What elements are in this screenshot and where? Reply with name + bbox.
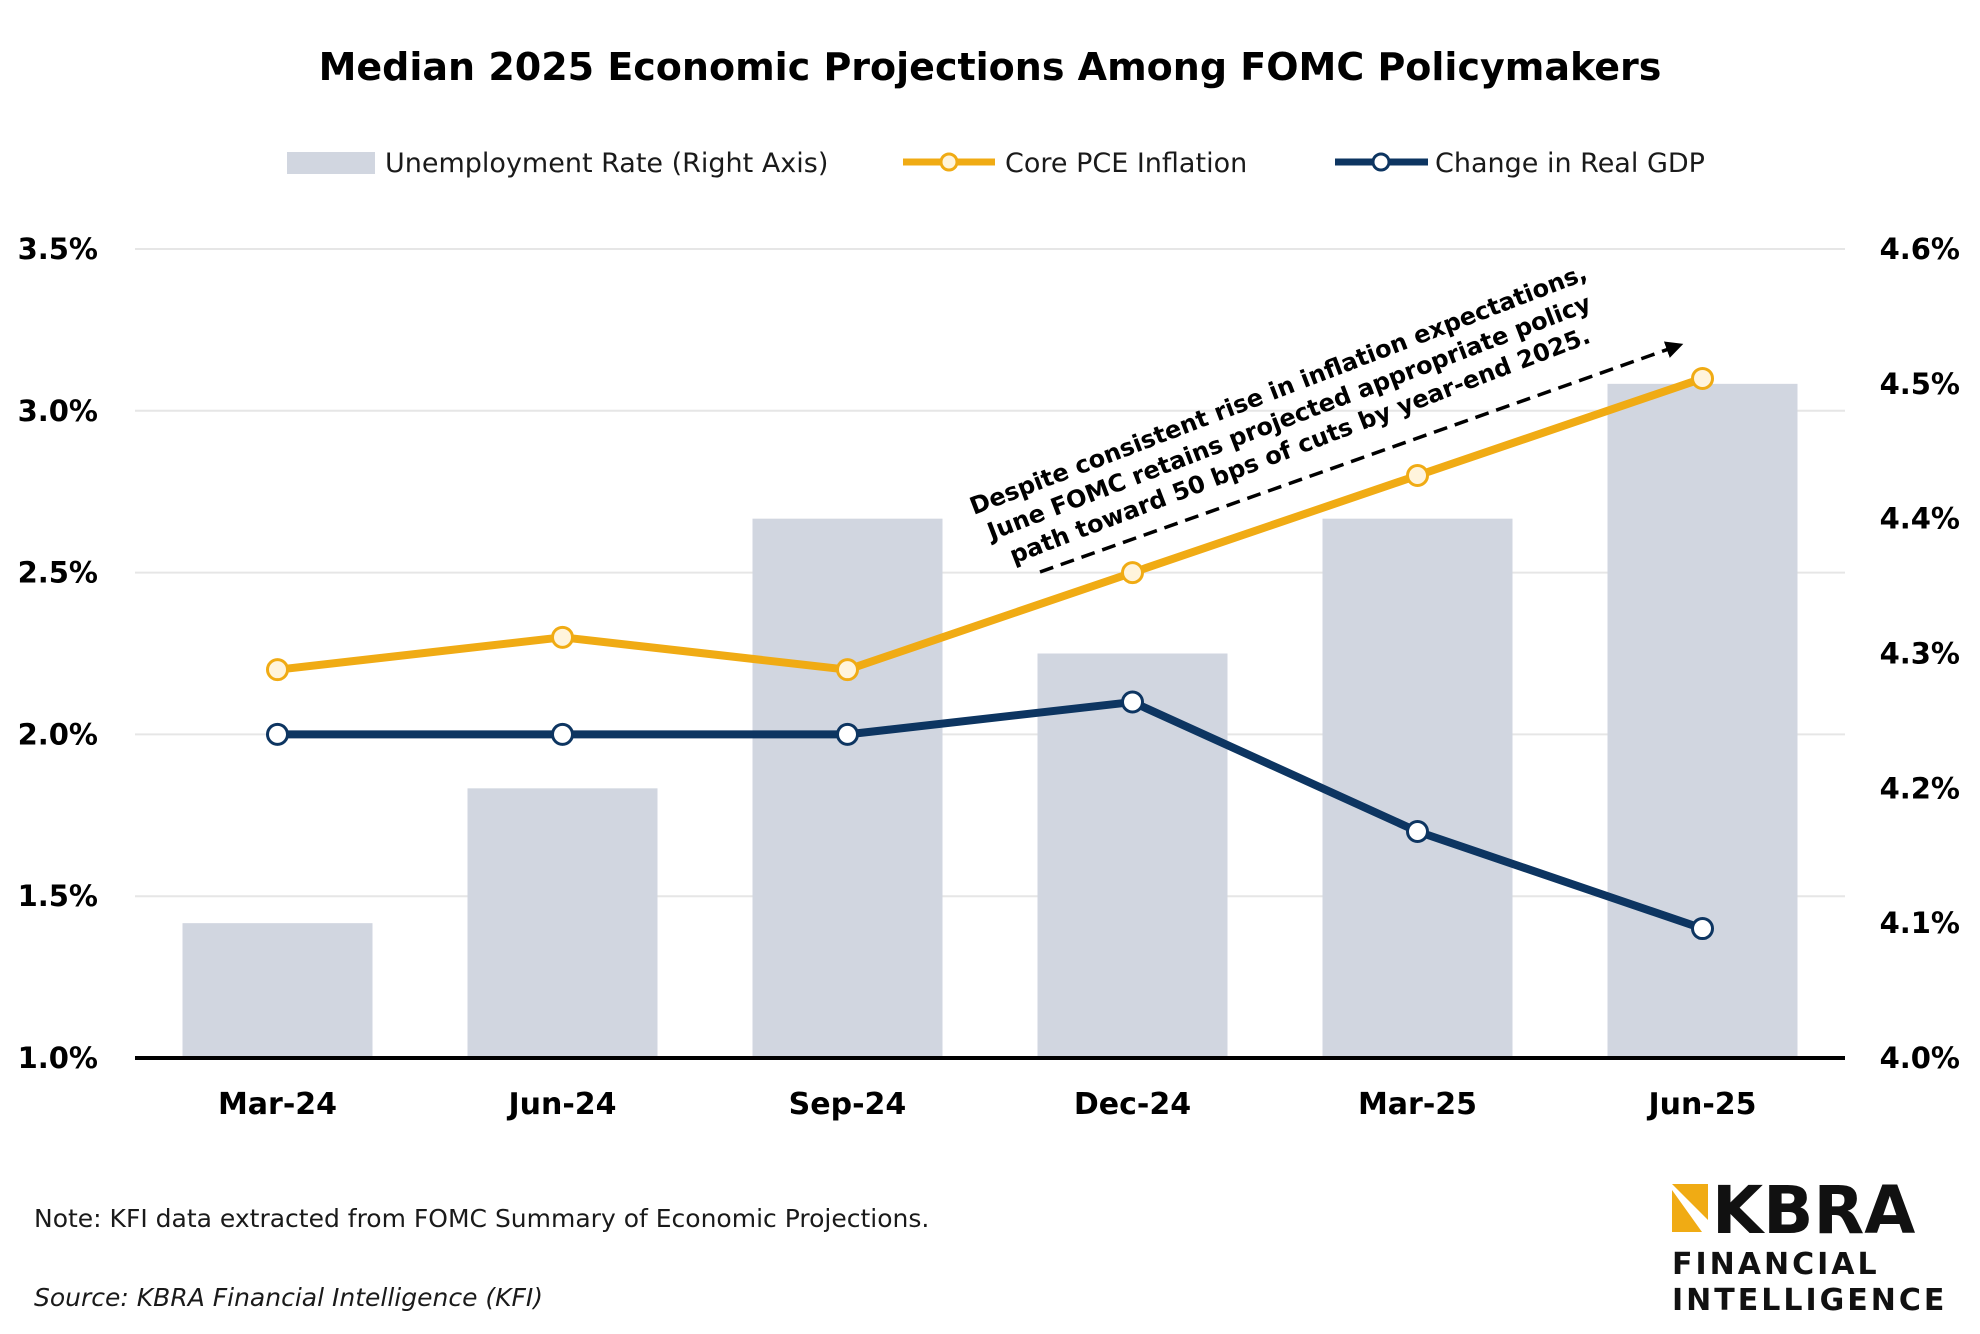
annotation: Despite consistent rise in inflation exp… <box>966 258 1596 569</box>
right-tick-label: 4.0% <box>1880 1041 1960 1075</box>
point-core-pce-Mar-25 <box>1406 464 1429 488</box>
line-series <box>266 366 1714 941</box>
left-tick-label: 3.5% <box>18 232 98 266</box>
right-tick-label: 4.1% <box>1880 906 1960 940</box>
logo-accent-top <box>1672 1184 1708 1220</box>
line-core-pce <box>273 374 1707 674</box>
logo-accent-bottom <box>1672 1190 1702 1232</box>
right-tick-label: 4.5% <box>1880 367 1960 401</box>
point-real-gdp-Mar-24 <box>266 722 289 746</box>
bar-unemployment-Mar-25 <box>1322 518 1513 1058</box>
legend-label-core-pce: Core PCE Inflation <box>1005 148 1247 179</box>
bar-unemployment-Mar-24 <box>182 923 373 1058</box>
right-tick-label: 4.3% <box>1880 637 1960 671</box>
kbra-logo: KBRA FINANCIAL INTELLIGENCE <box>1672 1172 1947 1318</box>
point-core-pce-Sep-24 <box>836 658 859 682</box>
x-tick-label: Jun-25 <box>1646 1087 1756 1122</box>
annotation-line-2: June FOMC retains projected appropriate … <box>982 289 1596 547</box>
point-real-gdp-Dec-24 <box>1121 690 1144 714</box>
x-tick-label: Sep-24 <box>789 1087 907 1122</box>
right-tick-label: 4.6% <box>1880 232 1960 266</box>
point-core-pce-Dec-24 <box>1121 561 1144 585</box>
line-real-gdp <box>273 698 1707 933</box>
legend-marker-core-pce <box>939 152 959 172</box>
point-real-gdp-Jun-24 <box>551 722 574 746</box>
footer-source: Source: KBRA Financial Intelligence (KFI… <box>34 1283 543 1312</box>
left-axis-ticks: 1.0% 1.5% 2.0% 2.5% 3.0% 3.5% <box>18 232 98 1075</box>
legend-label-unemployment: Unemployment Rate (Right Axis) <box>385 148 828 179</box>
bar-unemployment-Sep-24 <box>752 518 943 1058</box>
left-tick-label: 1.0% <box>18 1041 98 1075</box>
left-tick-label: 3.0% <box>18 394 98 428</box>
point-real-gdp-Sep-24 <box>836 722 859 746</box>
left-tick-label: 2.0% <box>18 717 98 751</box>
annotation-line-1: Despite consistent rise in inflation exp… <box>966 258 1591 520</box>
chart-title: Median 2025 Economic Projections Among F… <box>319 45 1662 89</box>
point-core-pce-Jun-25 <box>1691 366 1714 390</box>
point-core-pce-Jun-24 <box>551 625 574 649</box>
x-tick-label: Jun-24 <box>506 1087 616 1122</box>
right-tick-label: 4.4% <box>1880 502 1960 536</box>
left-tick-label: 1.5% <box>18 879 98 913</box>
x-tick-label: Mar-24 <box>218 1087 337 1122</box>
logo-line-financial: FINANCIAL <box>1672 1247 1880 1282</box>
left-tick-label: 2.5% <box>18 556 98 590</box>
point-real-gdp-Mar-25 <box>1406 819 1429 843</box>
legend: Unemployment Rate (Right Axis) Core PCE … <box>287 148 1705 179</box>
right-tick-label: 4.2% <box>1880 771 1960 805</box>
logo-wordmark: KBRA <box>1712 1172 1915 1249</box>
x-tick-label: Mar-25 <box>1358 1087 1477 1122</box>
footer-note: Note: KFI data extracted from FOMC Summa… <box>34 1204 929 1233</box>
logo-line-intelligence: INTELLIGENCE <box>1672 1283 1947 1318</box>
unemployment-bars <box>182 383 1798 1058</box>
point-core-pce-Mar-24 <box>266 658 289 682</box>
bar-unemployment-Jun-24 <box>467 788 658 1058</box>
bar-unemployment-Jun-25 <box>1607 383 1798 1058</box>
x-tick-label: Dec-24 <box>1074 1087 1191 1122</box>
x-axis-ticks: Mar-24 Jun-24 Sep-24 Dec-24 Mar-25 Jun-25 <box>218 1087 1757 1122</box>
legend-swatch-unemployment <box>287 152 375 174</box>
right-axis-ticks: 4.0% 4.1% 4.2% 4.3% 4.4% 4.5% 4.6% <box>1880 232 1960 1075</box>
annotation-arrow <box>1039 341 1684 574</box>
legend-marker-real-gdp <box>1371 152 1391 172</box>
point-real-gdp-Jun-25 <box>1691 917 1714 941</box>
bar-unemployment-Dec-24 <box>1037 653 1228 1058</box>
legend-label-real-gdp: Change in Real GDP <box>1435 148 1705 179</box>
